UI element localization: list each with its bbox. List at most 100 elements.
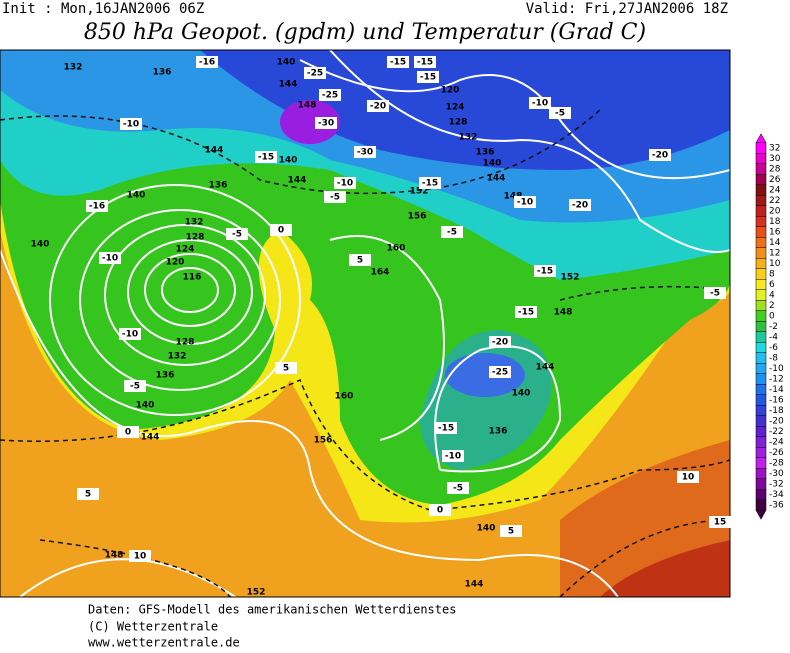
temperature-label: -25 — [322, 91, 338, 101]
temperature-label: 5 — [357, 256, 363, 266]
contour-label-box — [447, 482, 469, 494]
contour-label-box — [334, 177, 356, 189]
temperature-label: -20 — [492, 338, 508, 348]
contour-label-box — [704, 287, 726, 299]
temperature-label: 5 — [85, 490, 91, 500]
colorbar-label: -34 — [769, 490, 784, 500]
temperature-label: -10 — [122, 330, 138, 340]
contour-label-box — [196, 56, 218, 68]
colorbar-label: -4 — [769, 333, 778, 343]
temperature-label: 0 — [125, 428, 131, 438]
colorbar-label: -26 — [769, 448, 784, 458]
contour-label-box — [529, 97, 551, 109]
colorbar-swatch — [755, 352, 767, 364]
colorbar-label: 16 — [769, 228, 781, 238]
contour-label-box — [514, 196, 536, 208]
temperature-label: -15 — [390, 58, 406, 68]
geopotential-label: 156 — [408, 212, 427, 222]
colorbar-swatch — [755, 279, 767, 290]
contour-label-box — [677, 471, 699, 483]
contour-label-box — [534, 265, 556, 277]
colorbar-swatch — [755, 310, 767, 322]
geopotential-label: 148 — [105, 551, 124, 561]
temperature-label: -20 — [652, 151, 668, 161]
colorbar-swatch — [755, 142, 767, 154]
footer-url: www.wetterzentrale.de — [88, 636, 240, 649]
contour-label-box — [349, 254, 371, 266]
geopotential-label: 148 — [298, 101, 317, 111]
colorbar-top-arrow — [755, 133, 767, 143]
contour-label-box — [319, 89, 341, 101]
colorbar-label: -2 — [769, 322, 778, 332]
colorbar-label: 12 — [769, 249, 780, 259]
colorbar-label: -10 — [769, 364, 784, 374]
temperature-label: -10 — [337, 179, 353, 189]
colorbar-swatch — [755, 363, 767, 374]
colorbar-swatch — [755, 426, 767, 437]
geopotential-label: 136 — [209, 181, 228, 191]
contour-label-box — [489, 336, 511, 348]
geopotential-label: 140 — [279, 156, 298, 166]
temperature-label: -5 — [330, 193, 340, 203]
colorbar-swatch — [755, 499, 767, 511]
colorbar-swatch — [755, 405, 767, 416]
geopotential-label: 148 — [554, 308, 573, 318]
geopotential-label: 144 — [487, 174, 506, 184]
colorbar-swatch — [755, 321, 767, 332]
geopotential-label: 132 — [64, 63, 83, 73]
contour-label-box — [99, 252, 121, 264]
colorbar-swatch — [755, 205, 767, 217]
contour-label-box — [77, 488, 99, 500]
temperature-label: 0 — [437, 506, 443, 516]
geopotential-label: 120 — [166, 258, 185, 268]
temperature-label: -15 — [518, 308, 534, 318]
colorbar-swatch — [755, 289, 767, 301]
temperature-label: -25 — [307, 69, 323, 79]
colorbar-label: -14 — [769, 385, 784, 395]
footer-source: Daten: GFS-Modell des amerikanischen Wet… — [88, 603, 456, 617]
colorbar-swatch — [755, 342, 767, 353]
colorbar-swatch — [755, 415, 767, 427]
colorbar-label: -8 — [769, 354, 778, 364]
geopotential-label: 136 — [153, 68, 172, 78]
geopotential-label: 160 — [335, 392, 354, 402]
contour-label-box — [442, 450, 464, 462]
colorbar-label: 4 — [769, 291, 775, 301]
temperature-label: -30 — [357, 148, 373, 158]
colorbar-label: 28 — [769, 165, 781, 175]
colorbar-swatch — [755, 300, 767, 311]
temperature-label: 5 — [283, 364, 289, 374]
geopotential-label: 120 — [441, 86, 460, 96]
valid-time: Valid: Fri,27JAN2006 18Z — [526, 1, 728, 17]
temperature-label: -16 — [89, 202, 105, 212]
geopotential-label: 152 — [247, 588, 266, 598]
geopotential-label: 144 — [205, 146, 224, 156]
contour-label-box — [124, 380, 146, 392]
contour-label-box — [429, 504, 451, 516]
contour-label-box — [255, 151, 277, 163]
geopotential-label: 140 — [477, 524, 496, 534]
contour-label-box — [414, 56, 436, 68]
contour-label-box — [419, 177, 441, 189]
contour-label-box — [315, 117, 337, 129]
temperature-label: -25 — [492, 368, 508, 378]
contour-label-box — [354, 146, 376, 158]
temperature-label: -10 — [532, 99, 548, 109]
temperature-label: -20 — [370, 102, 386, 112]
contour-label-box — [129, 550, 151, 562]
geopotential-label: 136 — [489, 427, 508, 437]
contour-label-box — [489, 366, 511, 378]
geopotential-label: 140 — [277, 58, 296, 68]
temperature-label: -15 — [438, 424, 454, 434]
geopotential-label: 124 — [446, 103, 465, 113]
colorbar-label: 8 — [769, 270, 775, 280]
geopotential-label: 124 — [176, 245, 195, 255]
contour-label-box — [86, 200, 108, 212]
geopotential-label: 140 — [31, 240, 50, 250]
colorbar-swatch — [755, 174, 767, 185]
colorbar-swatch — [755, 468, 767, 479]
contour-label-box — [270, 224, 292, 236]
contour-label-box — [304, 67, 326, 79]
temperature-label: 10 — [134, 552, 147, 562]
